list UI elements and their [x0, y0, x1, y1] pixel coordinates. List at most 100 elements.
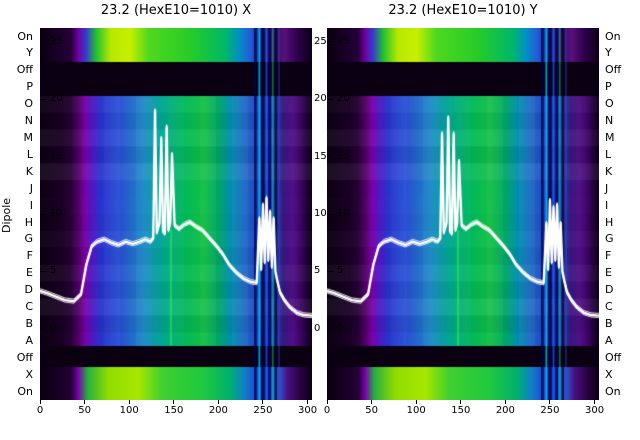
x-tick-mark: [262, 400, 264, 404]
x-tick-mark: [39, 400, 41, 404]
row-label-right: C: [605, 300, 613, 313]
row-label-left: H: [24, 215, 33, 229]
row-label-right: P: [605, 80, 612, 94]
x-tick-mark: [504, 400, 506, 404]
row-label-right: K: [605, 164, 613, 178]
y-tick-label: 20: [337, 93, 350, 105]
y-tick-mark: [40, 156, 46, 158]
row-label-right: A: [605, 333, 613, 347]
x-tick-label: 150: [164, 405, 184, 416]
x-tick-mark: [415, 400, 417, 404]
x-tick-label: 250: [540, 405, 560, 416]
row-label-left: Off: [16, 350, 33, 364]
y-tick-gap-label: 0: [314, 322, 321, 334]
x-tick-mark: [549, 400, 551, 404]
y-tick-label: 10: [50, 208, 63, 219]
x-tick-label: 300: [297, 405, 318, 416]
panel-title-x: 23.2 (HexE10=1010) X: [100, 3, 252, 18]
row-label-left: D: [24, 283, 33, 297]
y-tick-label: 15: [50, 150, 63, 162]
row-label-right: H: [605, 215, 614, 229]
x-tick-mark: [307, 400, 309, 404]
panel-title-y: 23.2 (HexE10=1010) Y: [388, 3, 538, 18]
row-label-left: I: [29, 198, 33, 212]
row-label-left: X: [25, 367, 33, 381]
row-label-left: M: [23, 130, 34, 144]
row-label-right: G: [605, 232, 614, 246]
x-tick-mark: [128, 400, 130, 404]
row-label-left: G: [24, 232, 33, 246]
y-tick-mark: [327, 41, 333, 43]
y-tick-mark: [327, 98, 333, 100]
x-tick-label: 150: [451, 405, 471, 416]
row-label-left: L: [26, 147, 33, 161]
y-tick-gap-label: 10: [314, 208, 327, 219]
x-tick-mark: [173, 400, 175, 404]
row-label-right: Y: [605, 46, 612, 60]
x-tick-label: 100: [406, 405, 426, 416]
x-tick-label: 50: [78, 405, 91, 416]
row-label-left: P: [26, 80, 33, 94]
y-tick-label: 5: [337, 265, 344, 277]
x-tick-mark: [594, 400, 596, 404]
row-label-right: J: [605, 181, 609, 195]
row-label-left: O: [24, 97, 33, 111]
row-label-right: D: [605, 283, 614, 297]
row-label-right: N: [605, 114, 614, 127]
y-tick-label: 15: [337, 150, 350, 162]
y-tick-gap-label: 20: [314, 93, 327, 105]
y-tick-mark: [327, 213, 333, 215]
row-label-left: B: [25, 316, 33, 330]
y-tick-mark: [40, 270, 46, 272]
row-label-right: On: [605, 29, 621, 43]
row-label-right: X: [605, 367, 613, 381]
x-tick-label: 50: [365, 405, 378, 416]
heatmap-panel-x: [40, 28, 312, 400]
y-tick-label: 10: [337, 208, 350, 219]
y-tick-gap-label: 15: [314, 150, 327, 162]
row-label-right: O: [605, 97, 614, 111]
row-label-left: C: [25, 300, 33, 313]
y-tick-mark: [40, 328, 46, 330]
y-tick-mark: [40, 98, 46, 100]
y-tick-label: 20: [50, 93, 63, 105]
y-tick-label: 25: [50, 35, 63, 47]
x-tick-label: 250: [253, 405, 273, 416]
x-tick-mark: [326, 400, 328, 404]
y-tick-mark: [327, 270, 333, 272]
y-tick-gap-label: 25: [314, 35, 327, 47]
row-label-left: Off: [16, 63, 33, 77]
x-tick-label: 100: [119, 405, 139, 416]
row-label-right: M: [605, 130, 615, 144]
y-tick-label: 5: [50, 265, 57, 277]
row-label-left: F: [26, 249, 33, 263]
row-label-right: I: [605, 198, 609, 212]
row-label-left: J: [29, 181, 33, 195]
row-label-left: Y: [26, 46, 33, 60]
y-tick-label: 25: [337, 35, 350, 47]
row-label-left: On: [17, 29, 33, 43]
x-tick-mark: [460, 400, 462, 404]
row-label-left: K: [25, 164, 33, 178]
row-label-right: F: [605, 249, 612, 263]
y-tick-mark: [40, 213, 46, 215]
row-label-right: L: [605, 147, 612, 161]
row-label-left: On: [17, 384, 33, 398]
row-label-left: E: [26, 266, 33, 280]
row-label-left: N: [24, 114, 33, 127]
row-label-right: Off: [605, 350, 622, 364]
y-tick-mark: [327, 156, 333, 158]
x-tick-label: 0: [323, 405, 331, 416]
x-tick-label: 300: [584, 405, 605, 416]
row-label-left: A: [25, 333, 33, 347]
y-tick-gap-label: 5: [314, 265, 321, 277]
row-label-right: Off: [605, 63, 622, 77]
y-tick-mark: [327, 328, 333, 330]
x-tick-label: 0: [36, 405, 44, 416]
y-tick-label: 0: [337, 322, 344, 334]
heatmap-panel-y: [327, 28, 599, 400]
x-tick-mark: [84, 400, 86, 404]
y-tick-label: 0: [50, 322, 57, 334]
x-tick-label: 200: [495, 405, 515, 416]
